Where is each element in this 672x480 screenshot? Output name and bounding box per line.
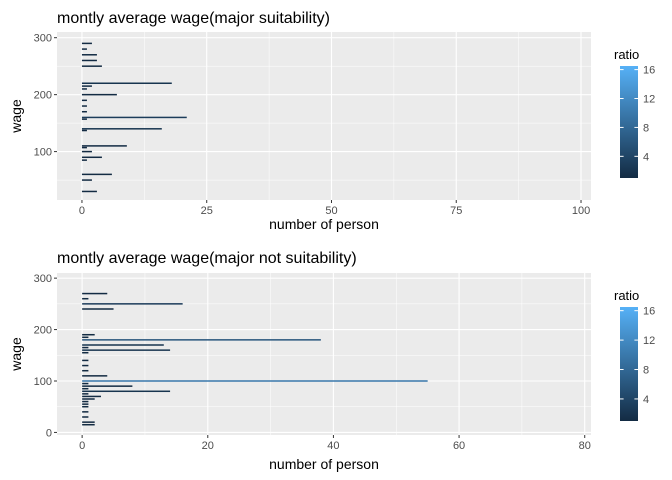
bar [81,48,87,50]
bar [82,403,89,405]
bar [81,179,92,181]
bar [81,173,112,176]
x-axis-title: number of person [269,216,379,232]
chart-title: montly average wage(major suitability) [57,10,330,27]
bar [81,88,87,90]
y-axis-title: wage [8,99,24,134]
x-tick-label: 80 [579,440,591,452]
y-tick-label: 0 [46,427,52,439]
bar [82,387,89,390]
x-axis-title: number of person [269,456,379,472]
bar [81,54,97,56]
bar [81,156,102,159]
legend-tick-label: 4 [643,394,649,406]
bar [81,145,127,147]
legend-tick-label: 16 [643,65,655,77]
y-tick-label: 300 [34,273,52,285]
bar [82,344,164,346]
bar [81,59,97,62]
bar [81,118,87,120]
x-tick-label: 20 [202,440,214,452]
bar [81,105,87,107]
bar [82,416,89,418]
bar [81,129,87,132]
bar [82,339,321,341]
y-tick-label: 200 [34,90,52,102]
bar [82,359,89,362]
x-tick-label: 25 [201,205,213,217]
x-tick-label: 40 [327,440,339,452]
y-axis-title: wage [8,337,24,372]
bar [82,303,183,305]
legend-tick-label: 8 [643,365,649,377]
x-tick-label: 50 [325,205,337,217]
bar [81,85,92,87]
bar [82,349,171,351]
bar [81,99,87,102]
legend-tick-label: 16 [643,306,655,318]
y-tick-label: 200 [34,325,52,337]
chart-title: montly average wage(major not suitabilit… [57,250,357,267]
legend-title: ratio [614,47,639,62]
bar [81,159,87,161]
bar [82,382,89,385]
bar [81,146,87,149]
legend-colorbar [620,307,638,421]
bar [82,292,108,295]
y-tick-label: 100 [34,376,52,388]
bar [82,297,89,300]
bar [82,380,428,382]
bar [81,110,87,113]
bar [82,411,89,413]
bar [81,65,102,67]
bar [82,423,95,426]
x-tick-label: 75 [450,205,462,217]
bar [82,395,101,398]
bar [82,346,89,349]
bar [82,308,114,310]
bar [82,351,89,354]
bar [82,393,89,395]
x-tick-label: 100 [572,205,590,217]
bar [82,400,89,403]
legend-tick-label: 12 [643,94,655,106]
bar [81,42,92,45]
bar [82,333,95,336]
bar [82,421,95,423]
bar [82,364,89,367]
bar [82,369,89,372]
x-tick-label: 0 [79,440,85,452]
legend-tick-label: 12 [643,335,655,347]
legend-title: ratio [614,288,639,303]
bar [81,93,117,96]
x-tick-label: 0 [79,205,85,217]
bar [81,116,187,119]
legend-colorbar [620,66,638,178]
legend-tick-label: 4 [643,151,649,163]
bar [82,336,89,339]
y-tick-label: 100 [34,147,52,159]
plot-panel [57,273,591,435]
bar [81,128,162,130]
bar [81,150,92,153]
bar [82,375,108,377]
bar [81,82,172,85]
bar [82,405,89,408]
bar [82,385,133,387]
y-tick-label: 300 [34,33,52,45]
legend-tick-label: 8 [643,122,649,134]
x-tick-label: 60 [453,440,465,452]
bar [81,190,97,193]
plot-panel [57,32,591,200]
bar [82,398,95,400]
bar [82,390,171,393]
